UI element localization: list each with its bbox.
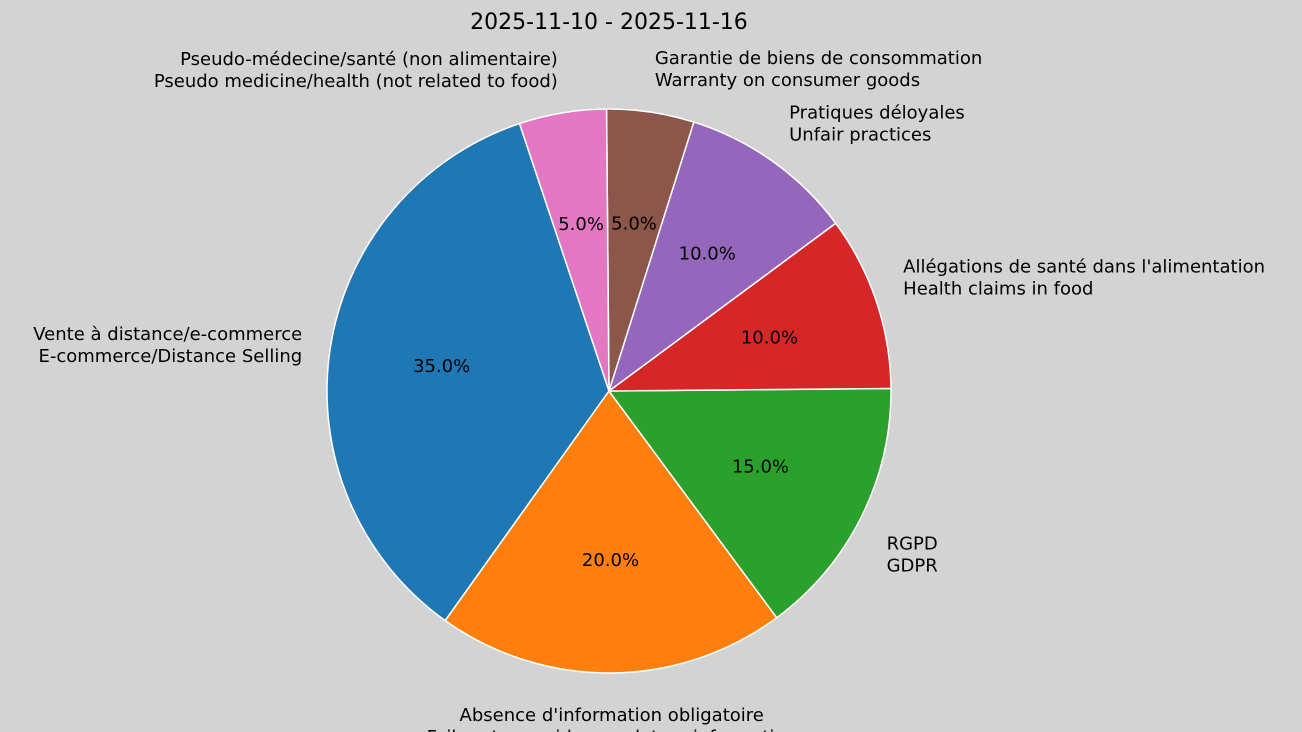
slice-percent-label: 20.0% <box>582 550 639 571</box>
chart-title: 2025-11-10 - 2025-11-16 <box>470 10 748 35</box>
slice-percent-label: 5.0% <box>558 214 604 235</box>
pie-slice-1 <box>326 122 610 622</box>
pie-slice-3 <box>608 387 892 619</box>
pie-slice-7 <box>518 108 610 392</box>
slice-percent-label: 15.0% <box>732 456 789 477</box>
slice-category-label: Vente à distance/e-commerce E-commerce/Di… <box>33 324 302 367</box>
pie-slice-5 <box>608 121 837 392</box>
slice-category-label: Garantie de biens de consommation Warrant… <box>655 48 982 91</box>
slice-percent-label: 5.0% <box>611 214 657 235</box>
slice-category-label: Pseudo-médecine/santé (non alimentaire) P… <box>154 49 558 92</box>
pie-slice-2 <box>444 390 778 674</box>
pie-labels: 35.0% Vente à distance/e-commerce E-commer… <box>33 48 1265 732</box>
slice-category-label: Pratiques déloyales Unfair practices <box>789 102 965 145</box>
slice-category-label: Absence d'information obligatoireFailure… <box>427 705 797 732</box>
slice-percent-label: 10.0% <box>741 327 798 348</box>
slice-category-label: RGPD GDPR <box>887 533 938 576</box>
pie-slice-4 <box>608 222 892 392</box>
slice-percent-label: 10.0% <box>679 243 736 264</box>
slice-category-label: Allégations de santé dans l'alimentation… <box>903 257 1265 300</box>
slice-percent-label: 35.0% <box>413 356 470 377</box>
pie-slices <box>326 108 892 674</box>
